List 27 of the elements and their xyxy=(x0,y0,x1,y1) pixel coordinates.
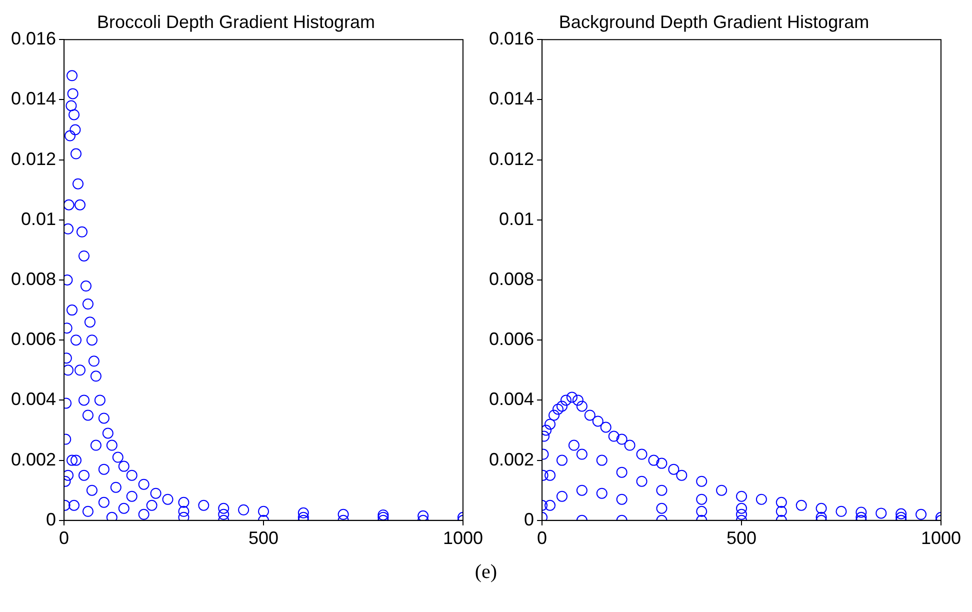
x-tick-label: 500 xyxy=(726,528,757,548)
y-tick-label: 0.002 xyxy=(10,449,56,470)
y-tick-label: 0.014 xyxy=(488,88,534,109)
y-tick-label: 0.004 xyxy=(10,389,56,410)
chart-title: Broccoli Depth Gradient Histogram xyxy=(96,12,376,32)
y-tick-label: 0.012 xyxy=(10,148,56,169)
x-tick-label: 0 xyxy=(537,528,548,548)
y-tick-label: 0.004 xyxy=(488,389,534,410)
y-tick-label: 0.008 xyxy=(10,268,56,289)
text: (e) xyxy=(474,561,498,584)
y-tick-label: 0.008 xyxy=(488,268,534,289)
y-tick-label: 0.014 xyxy=(10,88,56,109)
x-tick-label: 1000 xyxy=(920,528,961,548)
y-tick-label: 0 xyxy=(46,509,56,530)
x-tick-label: 1000 xyxy=(442,528,483,548)
y-tick-label: 0.002 xyxy=(488,449,534,470)
y-tick-label: 0.006 xyxy=(488,329,534,350)
x-tick-label: 500 xyxy=(248,528,279,548)
y-tick-label: 0.01 xyxy=(20,208,56,229)
chart-title: Background Depth Gradient Histogram xyxy=(558,12,870,32)
y-tick-label: 0.016 xyxy=(10,28,56,49)
y-tick-label: 0.012 xyxy=(488,148,534,169)
y-tick-label: 0 xyxy=(524,509,534,530)
x-tick-label: 0 xyxy=(59,528,70,548)
y-tick-label: 0.016 xyxy=(488,28,534,49)
y-tick-label: 0.01 xyxy=(498,208,534,229)
y-tick-label: 0.006 xyxy=(10,329,56,350)
